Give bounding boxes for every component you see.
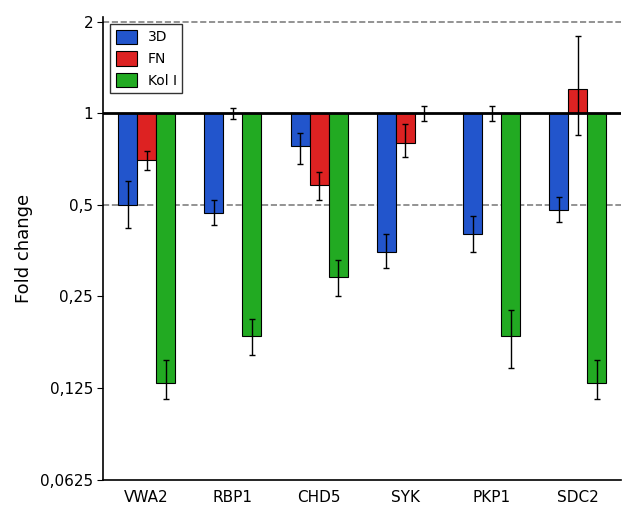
Bar	[310, 113, 329, 185]
Bar	[569, 89, 588, 113]
Bar	[291, 113, 310, 146]
Bar	[501, 113, 520, 336]
Bar	[242, 113, 261, 336]
Bar	[588, 113, 606, 383]
Bar	[137, 113, 156, 160]
Bar	[204, 113, 223, 213]
Bar	[329, 113, 348, 277]
Bar	[156, 113, 175, 383]
Bar	[463, 113, 482, 235]
Legend: 3D, FN, Kol I: 3D, FN, Kol I	[111, 24, 183, 94]
Bar	[118, 113, 137, 205]
Bar	[377, 113, 396, 252]
Y-axis label: Fold change: Fold change	[15, 194, 33, 303]
Bar	[550, 113, 569, 210]
Bar	[396, 113, 415, 142]
